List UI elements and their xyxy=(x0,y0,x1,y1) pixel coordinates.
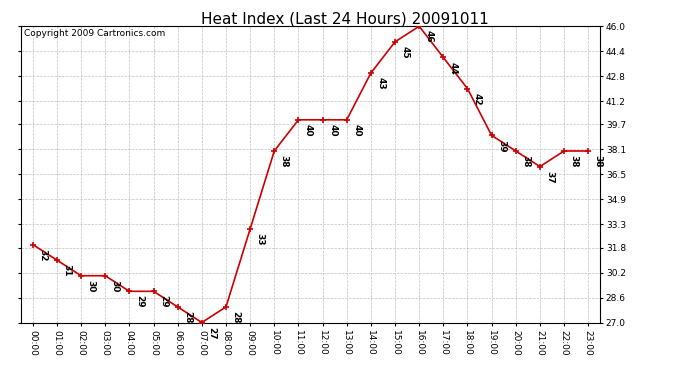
Text: 40: 40 xyxy=(353,124,362,136)
Text: 29: 29 xyxy=(135,296,144,308)
Text: 30: 30 xyxy=(87,280,96,292)
Text: 38: 38 xyxy=(522,155,531,168)
Text: 38: 38 xyxy=(570,155,579,168)
Text: 43: 43 xyxy=(377,77,386,90)
Text: Heat Index (Last 24 Hours) 20091011: Heat Index (Last 24 Hours) 20091011 xyxy=(201,11,489,26)
Text: 32: 32 xyxy=(39,249,48,261)
Text: 40: 40 xyxy=(328,124,337,136)
Text: 37: 37 xyxy=(546,171,555,183)
Text: 31: 31 xyxy=(63,264,72,277)
Text: 38: 38 xyxy=(280,155,289,168)
Text: 28: 28 xyxy=(184,311,193,324)
Text: 30: 30 xyxy=(111,280,120,292)
Text: 28: 28 xyxy=(232,311,241,324)
Text: 40: 40 xyxy=(304,124,313,136)
Text: 29: 29 xyxy=(159,296,168,308)
Text: 27: 27 xyxy=(208,327,217,339)
Text: 38: 38 xyxy=(594,155,603,168)
Text: 39: 39 xyxy=(497,140,506,152)
Text: Copyright 2009 Cartronics.com: Copyright 2009 Cartronics.com xyxy=(23,29,165,38)
Text: 33: 33 xyxy=(256,233,265,246)
Text: 46: 46 xyxy=(425,30,434,43)
Text: 45: 45 xyxy=(401,46,410,58)
Text: 44: 44 xyxy=(449,62,458,74)
Text: 42: 42 xyxy=(473,93,482,105)
